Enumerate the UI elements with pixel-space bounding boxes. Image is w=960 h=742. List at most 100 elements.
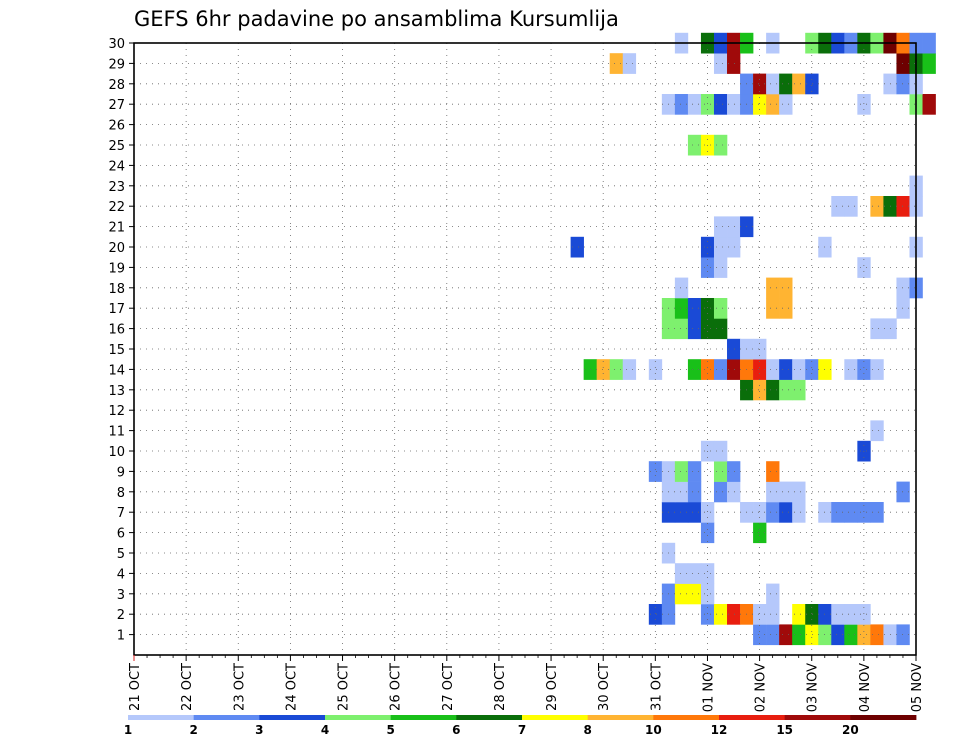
x-tick-label: 23 OCT	[232, 663, 247, 711]
y-tick-label: 3	[117, 588, 125, 603]
precip-cell	[792, 379, 806, 401]
precip-cell	[870, 502, 884, 523]
legend-label: 2	[189, 723, 197, 737]
precip-cell	[753, 624, 767, 646]
precip-cell	[700, 298, 715, 319]
precip-cell	[753, 73, 767, 95]
precip-cell	[713, 359, 728, 380]
precip-cell	[713, 461, 728, 482]
precip-cell	[687, 481, 702, 503]
x-tick-label: 01 NOV	[701, 663, 716, 712]
precip-cell	[674, 481, 689, 503]
precip-cell	[766, 73, 780, 95]
precip-cell	[753, 94, 767, 115]
legend-label: 7	[518, 723, 526, 737]
precip-cell	[870, 420, 884, 442]
precip-cell	[805, 73, 819, 95]
precip-cell	[674, 502, 689, 523]
precip-cell	[805, 359, 819, 380]
precip-cell	[792, 624, 806, 646]
y-tick-label: 29	[108, 57, 125, 72]
precip-cell	[687, 461, 702, 482]
precip-cell	[922, 53, 936, 74]
precip-cell	[674, 318, 689, 340]
legend-label: 4	[321, 723, 329, 737]
precip-cell	[713, 53, 728, 74]
precip-cell	[870, 359, 884, 380]
y-tick-label: 19	[108, 261, 125, 276]
precip-cell	[700, 604, 715, 625]
legend-label: 5	[386, 723, 394, 737]
precip-cell	[766, 277, 780, 299]
precip-cell	[700, 522, 715, 544]
precip-cell	[870, 318, 884, 340]
y-tick-label: 21	[108, 221, 125, 236]
precip-cell	[687, 359, 702, 380]
precip-cell	[805, 604, 819, 625]
legend-label: 1	[124, 723, 132, 737]
precip-cell	[570, 236, 584, 258]
precip-cell	[766, 604, 780, 625]
precip-cell	[779, 73, 793, 95]
precip-cell	[727, 359, 741, 380]
x-tick-label: 26 OCT	[389, 663, 404, 711]
precip-cell	[687, 583, 702, 605]
y-tick-label: 28	[108, 78, 125, 93]
precip-cell	[753, 522, 767, 544]
precip-cell	[766, 379, 780, 401]
legend-swatch	[193, 715, 260, 720]
precip-cell	[727, 236, 741, 258]
precip-cell	[844, 604, 858, 625]
y-tick-label: 23	[108, 180, 125, 195]
y-tick-label: 16	[108, 323, 125, 338]
precip-cell	[844, 359, 858, 380]
precip-cell	[674, 583, 689, 605]
precip-cell	[687, 134, 702, 156]
precip-cell	[779, 481, 793, 503]
precip-cell	[674, 94, 689, 115]
precip-cell	[870, 624, 884, 646]
y-tick-label: 10	[108, 445, 125, 460]
precip-cell	[844, 624, 858, 646]
precip-cell	[857, 257, 871, 278]
precip-cell	[648, 604, 663, 625]
precip-cell	[727, 338, 741, 360]
precip-cell	[766, 502, 780, 523]
precip-cell	[896, 277, 910, 299]
x-tick-label: 25 OCT	[337, 663, 352, 711]
legend-swatch	[456, 715, 523, 720]
precip-cell	[766, 298, 780, 319]
precip-cell	[792, 604, 806, 625]
x-tick-label: 22 OCT	[180, 663, 195, 711]
legend-swatch	[653, 715, 720, 720]
precip-cell	[831, 196, 845, 217]
legend-label: 12	[711, 723, 728, 737]
y-tick-label: 26	[108, 119, 125, 134]
precip-cell	[896, 624, 910, 646]
precip-cell	[779, 277, 793, 299]
precip-cell	[766, 624, 780, 646]
precip-cell	[753, 379, 767, 401]
legend-swatch	[325, 715, 392, 720]
precip-cell	[766, 461, 780, 482]
precip-cell	[713, 318, 728, 340]
precip-cell	[674, 298, 689, 319]
precip-cell	[766, 583, 780, 605]
precip-cell	[792, 359, 806, 380]
legend-label: 20	[842, 723, 859, 737]
y-tick-label: 7	[117, 506, 125, 521]
y-tick-label: 25	[108, 139, 125, 154]
precip-cell	[896, 196, 910, 217]
y-tick-label: 18	[108, 282, 125, 297]
precip-cell	[766, 359, 780, 380]
y-tick-label: 13	[108, 384, 125, 399]
y-axis: 1234567891011121314151617181920212223242…	[108, 37, 134, 644]
precip-cell	[753, 359, 767, 380]
precip-cell	[857, 359, 871, 380]
x-tick-label: 21 OCT	[128, 663, 143, 711]
precip-cell	[713, 134, 728, 156]
legend-swatch	[587, 715, 654, 720]
precip-cell	[674, 277, 689, 299]
precip-cell	[700, 318, 715, 340]
